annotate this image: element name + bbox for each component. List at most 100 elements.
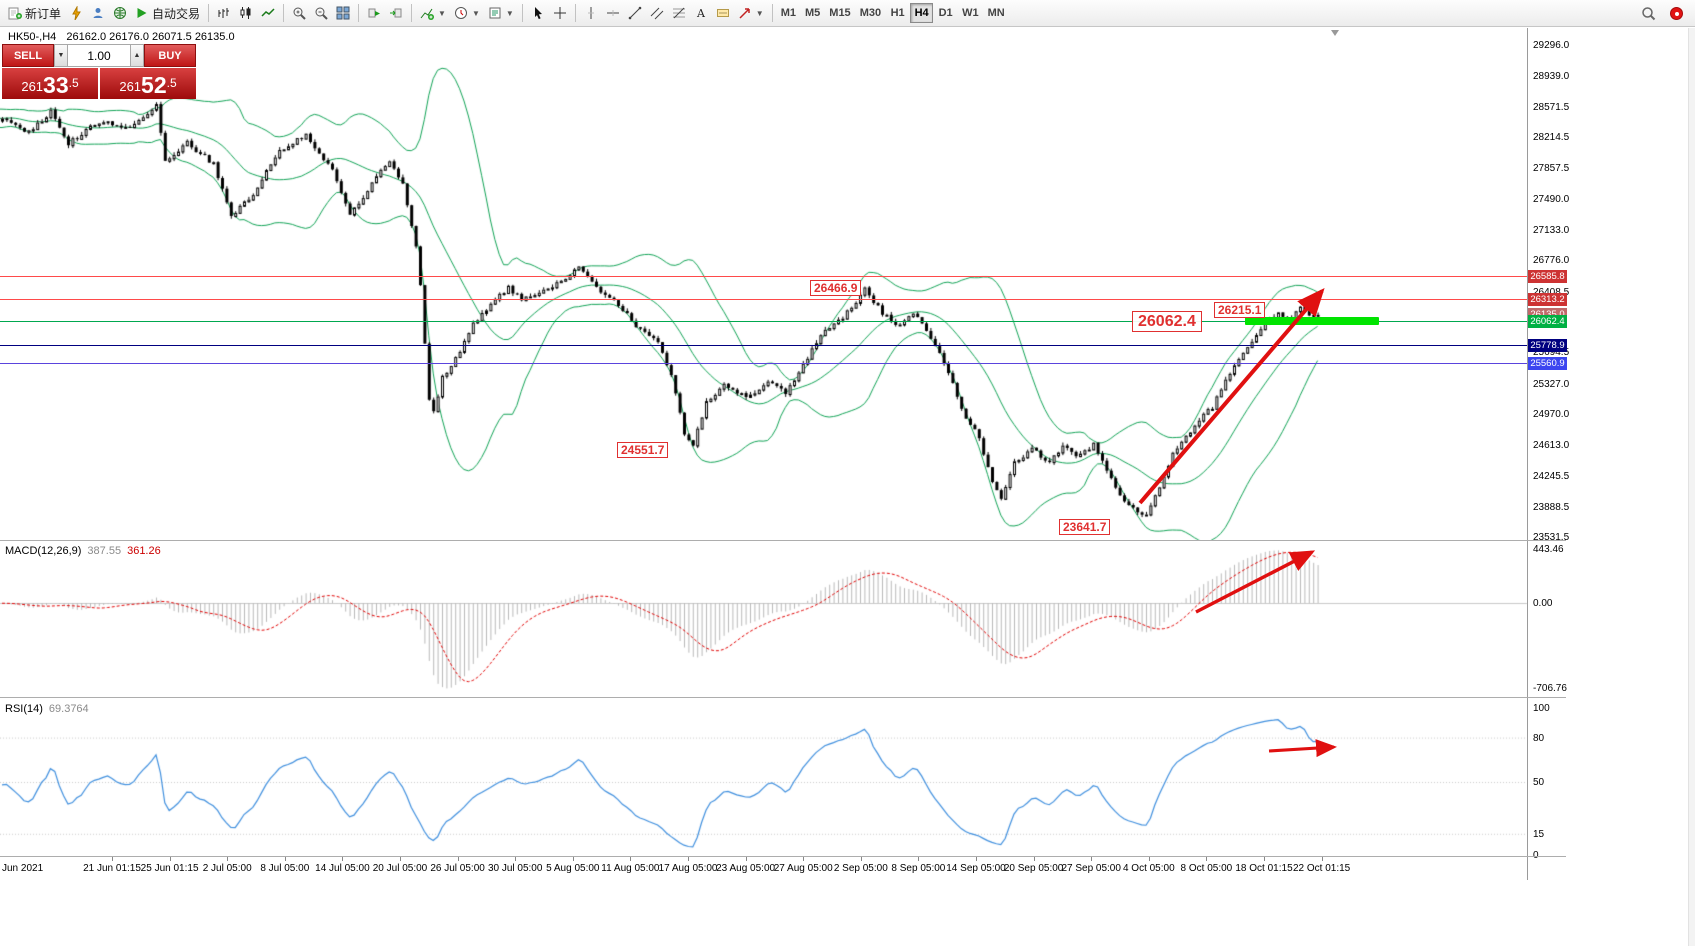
notification-badge[interactable] (1670, 6, 1683, 20)
time-axis-tick (1091, 857, 1093, 861)
price-callout-23641.7[interactable]: 23641.7 (1059, 519, 1111, 535)
trendline-button[interactable] (624, 2, 646, 24)
timeframe-h4[interactable]: H4 (910, 3, 934, 23)
price-tag-26062.4: 26062.4 (1528, 314, 1567, 328)
ask-fraction: .5 (166, 76, 177, 90)
time-axis-label: 27 Sep 05:00 (1061, 863, 1121, 874)
horizontal-level-25778.9[interactable] (0, 344, 1527, 346)
panel-splitter[interactable] (0, 540, 1566, 541)
volume-increase-button[interactable]: ▲ (130, 44, 144, 67)
new-order-button[interactable]: 新订单 (4, 2, 65, 24)
price-callout-26215.1[interactable]: 26215.1 (1214, 302, 1266, 318)
line-chart-type-button[interactable] (257, 2, 279, 24)
ask-price-display[interactable]: 261 52 .5 (100, 68, 196, 99)
fibonacci-button[interactable] (668, 2, 690, 24)
price-callout-26062.4[interactable]: 26062.4 (1132, 311, 1202, 332)
cursor-button[interactable] (527, 2, 549, 24)
panel-splitter[interactable] (0, 856, 1566, 857)
time-axis-label: 20 Jul 05:00 (372, 863, 428, 874)
bar-chart-type-button[interactable] (213, 2, 235, 24)
support-zone-highlight[interactable] (1245, 317, 1379, 326)
auto-scroll-button[interactable] (363, 2, 385, 24)
sell-button[interactable]: SELL (2, 44, 54, 67)
svg-text:A: A (696, 7, 706, 20)
toolbar-separator (283, 4, 285, 22)
time-axis-label: 21 Jun 01:15 (83, 863, 141, 874)
horizontal-level-26585.8[interactable] (0, 275, 1527, 277)
periods-button[interactable]: ▼ (450, 2, 484, 24)
time-axis-label: Jun 2021 (2, 863, 44, 874)
templates-icon (488, 6, 502, 20)
text-label-icon (716, 6, 730, 20)
timeframe-m30[interactable]: M30 (856, 3, 885, 23)
price-tag-26585.8: 26585.8 (1528, 269, 1567, 283)
chart-shift-button[interactable] (385, 2, 407, 24)
horizontal-level-26062.4[interactable] (0, 320, 1527, 322)
volume-decrease-button[interactable]: ▼ (54, 44, 68, 67)
toolbar-separator (358, 4, 360, 22)
time-axis-label: 23 Aug 05:00 (716, 863, 776, 874)
channel-button[interactable] (646, 2, 668, 24)
autotrading-button[interactable]: 自动交易 (131, 2, 204, 24)
time-axis-tick (630, 857, 632, 861)
zoom-out-button[interactable] (310, 2, 332, 24)
price-callout-24551.7[interactable]: 24551.7 (617, 442, 669, 458)
time-axis-tick (1321, 857, 1323, 861)
rsi-scale-label: 15 (1533, 828, 1545, 840)
price-scale-label: 25327.0 (1533, 378, 1570, 390)
fibonacci-icon (672, 6, 686, 20)
time-axis[interactable]: Jun 2021 21 Jun 01:15 25 Jun 01:15 2 Jul 05… (0, 857, 1566, 881)
chart-shift-marker[interactable] (1331, 30, 1339, 36)
price-scale-label: 26408.5 (1533, 286, 1570, 298)
time-axis-label: 18 Oct 01:15 (1235, 863, 1293, 874)
horizontal-level-25560.9[interactable] (0, 363, 1527, 365)
timeframe-d1[interactable]: D1 (934, 3, 957, 23)
horizontal-line-button[interactable] (602, 2, 624, 24)
ask-prefix: 261 (119, 79, 142, 94)
text-label-button[interactable] (712, 2, 734, 24)
metaeditor-button[interactable] (65, 2, 87, 24)
bid-price-display[interactable]: 261 33 .5 (2, 68, 98, 99)
indicators-icon (420, 6, 435, 20)
timeframe-m1[interactable]: M1 (777, 3, 800, 23)
tile-windows-button[interactable] (332, 2, 354, 24)
zoom-in-button[interactable] (288, 2, 310, 24)
timeframe-m5[interactable]: M5 (801, 3, 824, 23)
templates-button[interactable]: ▼ (484, 2, 518, 24)
chevron-down-icon: ▼ (755, 8, 764, 18)
timeframe-w1[interactable]: W1 (958, 3, 983, 23)
price-scale[interactable]: 29296.0 28939.0 28571.5 28214.5 27857.5 27490… (1530, 0, 1594, 946)
search-icon (1641, 6, 1656, 21)
macd-signal-value: 361.26 (127, 545, 161, 557)
vertical-line-button[interactable] (580, 2, 602, 24)
buy-button[interactable]: BUY (144, 44, 196, 67)
crosshair-button[interactable] (549, 2, 571, 24)
community-button[interactable] (109, 2, 131, 24)
price-tag-25560.9: 25560.9 (1528, 357, 1567, 371)
zoom-in-icon (292, 6, 306, 20)
bid-big-digits: 33 (43, 72, 69, 98)
text-button[interactable]: A (690, 2, 712, 24)
timeframe-m15[interactable]: M15 (825, 3, 854, 23)
search-button[interactable] (1637, 2, 1660, 24)
zoom-out-icon (314, 6, 328, 20)
timeframe-h1[interactable]: H1 (886, 3, 909, 23)
accounts-button[interactable] (87, 2, 109, 24)
indicators-button[interactable]: ▼ (416, 2, 450, 24)
time-axis-tick (803, 857, 805, 861)
candlestick-chart-type-button[interactable] (235, 2, 257, 24)
window-scrollbar[interactable] (1688, 28, 1695, 946)
volume-input[interactable] (68, 44, 130, 67)
channel-icon (650, 6, 664, 20)
horizontal-level-26313.2[interactable] (0, 299, 1527, 301)
rsi-scale-label: 100 (1533, 703, 1550, 714)
price-callout-26466.9[interactable]: 26466.9 (810, 280, 862, 296)
timeframe-mn[interactable]: MN (984, 3, 1009, 23)
ohlc-values: 26162.0 26176.0 26071.5 26135.0 (66, 31, 235, 43)
rsi-value: 69.3764 (48, 703, 89, 715)
panel-splitter[interactable] (0, 697, 1566, 698)
time-axis-label: 14 Jul 05:00 (315, 863, 370, 874)
arrows-tool-button[interactable]: ▼ (734, 2, 768, 24)
macd-name: MACD(12,26,9) (5, 545, 82, 557)
